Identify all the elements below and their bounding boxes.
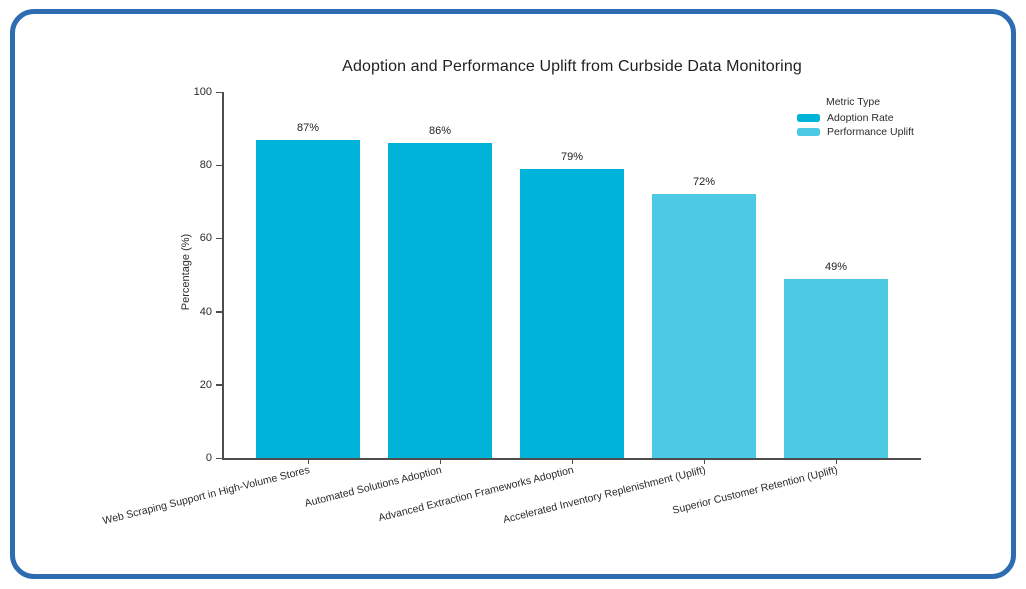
- y-tick-label: 0: [205, 452, 212, 464]
- bar-value-label: 86%: [428, 125, 452, 138]
- y-tick-label: 20: [199, 378, 212, 391]
- x-tick-mark: [571, 459, 573, 464]
- bar-value-label: 72%: [692, 176, 716, 189]
- x-tick-mark: [307, 459, 309, 464]
- y-tick-mark: [216, 91, 222, 93]
- legend-row: Adoption Rate: [797, 111, 927, 125]
- legend-entry-label: Performance Uplift: [827, 126, 914, 138]
- x-tick-mark: [439, 459, 441, 464]
- legend: Metric Type Adoption Rate Performance Upl…: [797, 96, 927, 139]
- y-tick-mark: [216, 311, 222, 313]
- bar: [652, 194, 756, 458]
- bar-value-label: 87%: [296, 121, 320, 134]
- bar-value-label: 49%: [824, 260, 848, 273]
- bar-value-label: 79%: [560, 150, 584, 163]
- y-tick-label: 100: [193, 86, 212, 98]
- chart-title: Adoption and Performance Uplift from Cur…: [342, 58, 802, 75]
- x-tick-label: Superior Customer Retention (Uplift): [671, 464, 839, 517]
- x-tick-label: Accelerated Inventory Replenishment (Upl…: [501, 464, 707, 527]
- y-tick-label: 60: [199, 232, 212, 245]
- legend-swatch: [797, 128, 820, 136]
- y-tick-mark: [216, 164, 222, 167]
- y-tick-label: 80: [199, 159, 212, 172]
- bar: [784, 278, 888, 458]
- x-axis-spine: [222, 458, 921, 460]
- x-tick-mark: [835, 459, 837, 464]
- legend-row: Performance Uplift: [797, 125, 927, 139]
- legend-rows: Adoption Rate Performance Uplift: [797, 111, 927, 139]
- legend-entry-label: Adoption Rate: [827, 112, 894, 124]
- y-tick-mark: [216, 384, 222, 386]
- bar: [256, 139, 360, 458]
- bar: [388, 143, 492, 458]
- y-tick-mark: [216, 457, 222, 459]
- y-tick-mark: [216, 237, 222, 240]
- x-tick-label: Automated Solutions Adoption: [303, 464, 443, 510]
- x-tick-label: Advanced Extraction Frameworks Adoption: [377, 464, 575, 525]
- x-tick-label: Web Scraping Support in High-Volume Stor…: [101, 464, 311, 528]
- legend-title: Metric Type: [825, 96, 881, 108]
- y-tick-label: 40: [199, 305, 212, 318]
- x-tick-mark: [703, 459, 705, 464]
- legend-swatch: [797, 114, 820, 122]
- y-axis-spine: [222, 92, 224, 458]
- bar: [520, 168, 624, 458]
